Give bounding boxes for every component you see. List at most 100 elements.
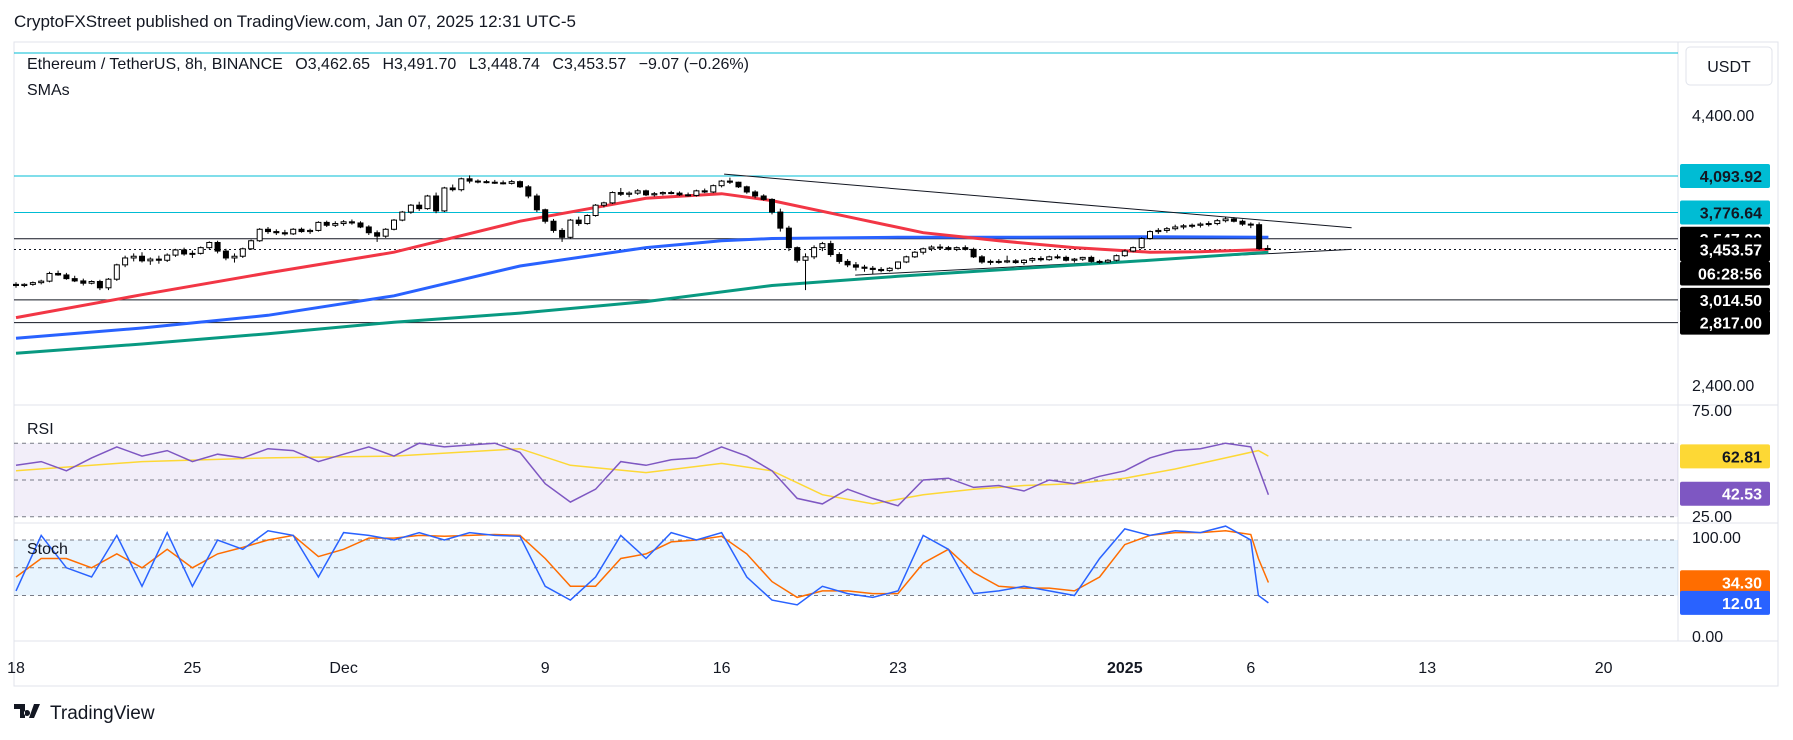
rsi-badge-bg bbox=[1680, 481, 1770, 506]
currency-button-label: USDT bbox=[1707, 59, 1751, 76]
candle-body bbox=[1079, 256, 1086, 260]
candle-body bbox=[214, 241, 221, 252]
candle-body bbox=[357, 222, 364, 228]
candle-body bbox=[928, 246, 935, 250]
candle-body bbox=[937, 246, 944, 249]
candle-body bbox=[222, 250, 229, 259]
candle-body bbox=[861, 266, 868, 269]
candle-body bbox=[399, 211, 406, 221]
legend-close: C3,453.57 bbox=[552, 56, 626, 73]
time-tick: 25 bbox=[184, 660, 202, 677]
candle-body bbox=[55, 272, 62, 276]
candle-body bbox=[953, 247, 960, 250]
rsi-ma-line bbox=[15, 447, 1269, 505]
candle-body bbox=[1138, 237, 1145, 249]
candle-body bbox=[978, 256, 985, 263]
candle-body bbox=[836, 254, 843, 262]
candle-body bbox=[886, 267, 893, 272]
chart-frame bbox=[13, 41, 1779, 687]
candle-body bbox=[13, 283, 19, 287]
candle-body bbox=[567, 219, 574, 238]
candle-body bbox=[71, 278, 78, 282]
candle-body bbox=[1197, 223, 1204, 226]
candle-body bbox=[643, 190, 649, 196]
candle-body bbox=[844, 260, 851, 266]
candle-body bbox=[903, 256, 910, 263]
candle-body bbox=[281, 232, 288, 235]
candle-body bbox=[1037, 258, 1044, 261]
candle-body bbox=[1230, 218, 1237, 222]
candle-body bbox=[1214, 220, 1221, 225]
candle-body bbox=[256, 228, 263, 242]
candle-body bbox=[1163, 228, 1170, 231]
legend-change: −9.07 (−0.26%) bbox=[639, 56, 749, 73]
rsi-title: RSI bbox=[27, 421, 54, 438]
price-badges: 4,093.923,776.643,547.003,014.502,817.00… bbox=[1680, 164, 1770, 615]
candle-body bbox=[651, 193, 658, 196]
candle-body bbox=[500, 182, 507, 185]
time-tick: 16 bbox=[713, 660, 731, 677]
candle-body bbox=[290, 228, 297, 235]
candle-body bbox=[1104, 259, 1111, 263]
currency-button[interactable] bbox=[1685, 46, 1773, 86]
rsi-lines bbox=[14, 442, 1678, 518]
candle-body bbox=[945, 247, 952, 250]
level-badge-bg bbox=[1680, 200, 1770, 225]
candle-body bbox=[1063, 256, 1070, 261]
current-price-badge-bg bbox=[1680, 237, 1770, 262]
countdown-badge: 06:28:56 bbox=[1698, 267, 1762, 284]
candle-body bbox=[1180, 225, 1187, 228]
level-badge: 3,776.64 bbox=[1700, 205, 1762, 222]
candle-body bbox=[575, 219, 582, 225]
level-badge: 4,093.92 bbox=[1700, 169, 1762, 186]
stoch-tick: 0.00 bbox=[1692, 629, 1723, 646]
current-price-badge: 3,453.57 bbox=[1700, 243, 1762, 260]
candle-body bbox=[424, 195, 431, 210]
candle-body bbox=[1147, 231, 1153, 239]
candle-body bbox=[550, 220, 557, 231]
candle-body bbox=[676, 192, 683, 196]
candle-body bbox=[659, 192, 666, 195]
candle-body bbox=[878, 268, 885, 272]
candle-body bbox=[29, 282, 36, 285]
level-badge: 3,014.50 bbox=[1700, 293, 1762, 310]
level-badge-bg bbox=[1680, 164, 1770, 189]
candle-body bbox=[206, 241, 213, 249]
candle-body bbox=[1256, 224, 1263, 250]
candle-body bbox=[139, 255, 145, 262]
price-axis-ticks: 4,400.004,000.003,200.002,400.0075.0050.… bbox=[1692, 108, 1754, 646]
candle-body bbox=[1121, 250, 1128, 257]
candle-body bbox=[1021, 259, 1027, 264]
candle-body bbox=[869, 267, 876, 270]
time-tick: 6 bbox=[1246, 660, 1255, 677]
stoch-d-badge-bg bbox=[1680, 570, 1770, 595]
candle-body bbox=[172, 249, 179, 256]
candle-body bbox=[147, 258, 154, 262]
candle-body bbox=[701, 190, 708, 193]
candle-body bbox=[600, 202, 607, 206]
legend-low: L3,448.74 bbox=[469, 56, 540, 73]
candle-body bbox=[533, 195, 540, 211]
countdown-badge-bg bbox=[1680, 261, 1770, 286]
candle-body bbox=[617, 192, 624, 195]
candle-body bbox=[693, 190, 700, 196]
stoch-k-line bbox=[15, 525, 1269, 606]
candle-body bbox=[827, 243, 834, 256]
candle-body bbox=[458, 178, 465, 191]
legend-open: O3,462.65 bbox=[295, 56, 370, 73]
candle-body bbox=[466, 178, 473, 182]
candle-body bbox=[710, 185, 717, 193]
candle-body bbox=[231, 255, 238, 259]
candle-body bbox=[96, 280, 103, 289]
stoch-tick: 100.00 bbox=[1692, 530, 1741, 547]
candle-body bbox=[1264, 247, 1271, 251]
candle-body bbox=[348, 221, 355, 224]
candle-body bbox=[769, 198, 775, 213]
candle-body bbox=[1205, 223, 1212, 226]
candle-body bbox=[21, 283, 28, 287]
candle-body bbox=[1239, 220, 1246, 225]
candle-body bbox=[559, 229, 566, 238]
candle-body bbox=[433, 195, 440, 212]
candle-body bbox=[1012, 260, 1019, 264]
